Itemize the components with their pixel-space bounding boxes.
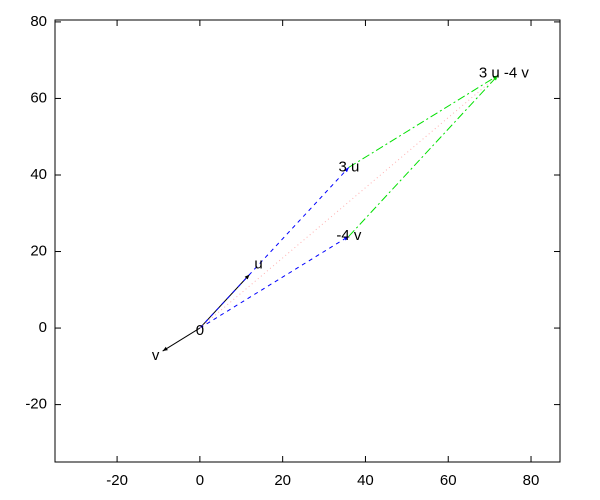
x-tick-label: 80 — [523, 472, 540, 489]
y-tick-label: 20 — [30, 242, 47, 259]
vector-segment — [199, 75, 499, 329]
point-label: -4 v — [336, 227, 362, 244]
y-tick-label: 0 — [39, 319, 47, 336]
point-label: v — [152, 347, 160, 364]
y-tick-label: 40 — [30, 166, 47, 183]
plot-frame — [54, 19, 561, 463]
point-label: 0 — [196, 322, 204, 339]
vector-segment — [199, 274, 250, 329]
vector-segment — [199, 235, 350, 329]
y-tick-label: -20 — [25, 396, 47, 413]
x-tick-label: 0 — [196, 472, 204, 489]
vector-segment — [348, 75, 499, 237]
x-tick-label: -20 — [106, 472, 128, 489]
y-tick-label: 60 — [30, 89, 47, 106]
point-label: u — [254, 255, 262, 272]
vector-segment — [199, 166, 350, 329]
vector-segment — [162, 327, 201, 352]
vector-segment — [348, 75, 499, 168]
point-label: 3 u — [338, 158, 359, 175]
x-tick-label: 60 — [440, 472, 457, 489]
point-label: 3 u -4 v — [479, 64, 530, 81]
x-tick-label: 20 — [274, 472, 291, 489]
x-tick-label: 40 — [357, 472, 374, 489]
y-tick-label: 80 — [30, 13, 47, 30]
